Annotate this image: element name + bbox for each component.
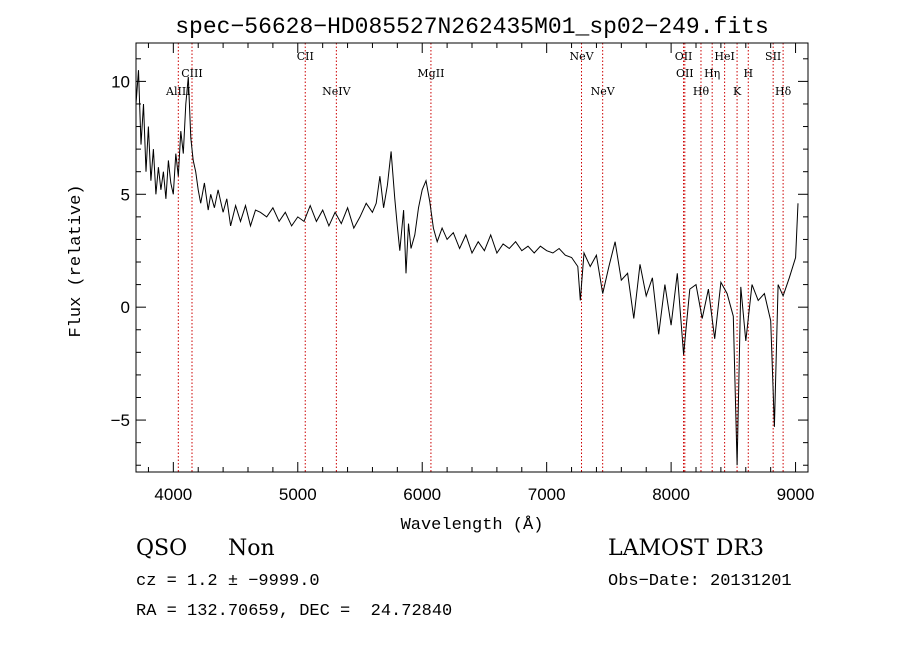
x-tick-label: 9000 [777, 485, 815, 504]
spectrum-line [135, 70, 799, 466]
x-axis-label: Wavelength (Å) [401, 516, 544, 535]
x-tick-label: 8000 [652, 485, 690, 504]
object-subclass: Non [228, 536, 275, 561]
emission-line-label: K [733, 85, 742, 98]
survey-label: LAMOST DR3 [608, 536, 764, 561]
chart-title: spec−56628−HD085527N262435M01_sp02−249.f… [175, 14, 769, 40]
emission-line-label: NeIV [322, 85, 351, 98]
emission-line-label: OII [676, 67, 694, 80]
redshift-cz: cz = 1.2 ± −9999.0 [136, 572, 320, 591]
emission-line-markers: AlIII CIII CII NeIV MgII NeV NeV OII OII Hθ Hη HeI K… [165, 43, 792, 472]
y-tick-label: 5 [121, 185, 130, 204]
emission-line-label: CIII [181, 67, 202, 80]
y-tick-label: 0 [121, 298, 130, 317]
emission-line-label: CII [297, 50, 314, 63]
emission-line-label: HeI [714, 50, 734, 63]
emission-line-label: H [743, 67, 753, 80]
emission-line-label: Hδ [775, 85, 792, 98]
x-tick-label: 5000 [279, 485, 317, 504]
plot-frame [135, 42, 809, 473]
object-class: QSO [136, 536, 188, 561]
emission-line-label: SII [765, 50, 781, 63]
emission-line-label: NeV [569, 50, 594, 63]
y-tick-label: 10 [111, 72, 130, 91]
emission-line-label: AlIII [165, 85, 191, 98]
emission-line-label: NeV [591, 85, 616, 98]
emission-line-label: MgII [417, 67, 444, 80]
x-tick-label: 4000 [154, 485, 192, 504]
y-axis-label: Flux (relative) [67, 184, 86, 337]
coordinates: RA = 132.70659, DEC = 24.72840 [136, 602, 453, 621]
emission-line-label: Hη [704, 67, 720, 80]
x-tick-label: 6000 [403, 485, 441, 504]
observation-date: Obs−Date: 20131201 [608, 572, 792, 591]
x-tick-label: 7000 [528, 485, 566, 504]
spectrum-series [135, 70, 799, 466]
y-tick-label: −5 [111, 411, 130, 430]
emission-line-label: Hθ [693, 85, 710, 98]
axes: 4000 5000 6000 7000 8000 9000 −5 0 5 10 [111, 42, 815, 504]
emission-line-label: OII [675, 50, 693, 63]
